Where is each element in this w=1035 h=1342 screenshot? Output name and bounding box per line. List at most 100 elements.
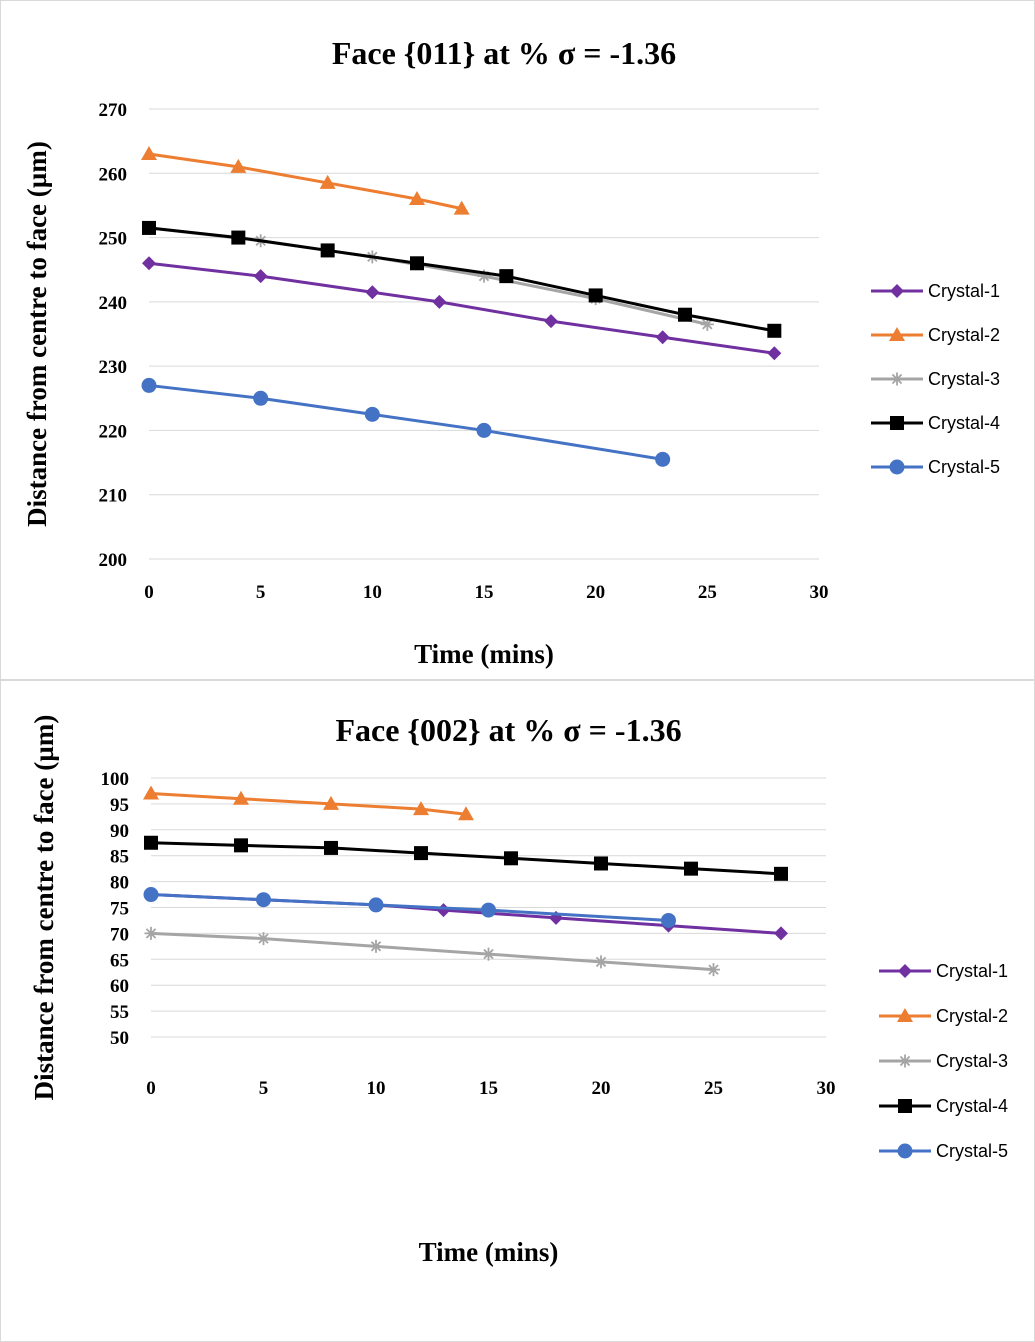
legend-label: Crystal-2 [936, 1006, 1008, 1026]
y-tick-label: 90 [110, 821, 129, 842]
y-tick-label: 80 [110, 873, 129, 894]
data-point [436, 903, 451, 918]
data-point [414, 846, 428, 861]
data-point [476, 422, 492, 438]
data-point [588, 288, 603, 303]
chart-title: Face {002} at % σ = -1.36 [335, 712, 681, 748]
y-tick-label: 240 [99, 293, 128, 314]
data-point [141, 377, 157, 393]
chart-face-002: Face {002} at % σ = -1.36505560657075808… [29, 712, 1008, 1267]
data-point [684, 861, 698, 876]
chart-panel-face-002: Face {002} at % σ = -1.36 50 55 60 65 70 75 80 8… [0, 680, 1035, 1342]
series-line [150, 931, 714, 972]
data-point [141, 146, 157, 160]
x-axis-title: Time (mins) [414, 639, 554, 669]
y-tick-label: 55 [110, 1002, 129, 1023]
x-tick-label: 5 [256, 582, 266, 603]
legend-entry: Crystal-1 [871, 281, 1000, 301]
data-point [432, 294, 447, 309]
data-point [767, 323, 782, 338]
data-point [594, 955, 608, 969]
data-point [230, 158, 247, 173]
legend-entry: Crystal-4 [879, 1096, 1008, 1116]
legend-label: Crystal-1 [928, 281, 1000, 301]
x-tick-label: 10 [367, 1078, 386, 1099]
data-point [413, 801, 429, 816]
legend-entry: Crystal-1 [879, 961, 1008, 981]
data-point [144, 835, 158, 850]
data-point [368, 897, 384, 913]
data-point [365, 285, 380, 300]
data-point [233, 790, 249, 805]
y-tick-label: 65 [110, 950, 129, 971]
y-tick-label: 100 [101, 769, 130, 790]
data-point [253, 390, 269, 406]
legend-entry: Crystal-5 [871, 457, 1000, 477]
data-point [774, 866, 788, 881]
legend-entry: Crystal-3 [879, 1051, 1008, 1071]
legend-label: Crystal-4 [936, 1096, 1008, 1116]
legend-entry: Crystal-4 [871, 413, 1000, 433]
x-tick-label: 20 [592, 1078, 611, 1099]
x-tick-label: 15 [479, 1078, 498, 1099]
data-point [482, 947, 495, 961]
series-crystal-2 [141, 146, 470, 215]
x-axis-title: Time (mins) [419, 1237, 559, 1267]
legend-label: Crystal-5 [928, 457, 1000, 477]
data-point [231, 230, 246, 245]
series-line [148, 383, 663, 461]
x-tick-label: 25 [704, 1078, 723, 1099]
data-point [453, 200, 470, 215]
data-point [481, 902, 496, 918]
data-point [594, 856, 608, 871]
data-point [369, 939, 383, 953]
legend-entry: Crystal-3 [871, 369, 1000, 389]
data-point [655, 330, 670, 345]
x-tick-label: 10 [363, 582, 382, 603]
data-point [320, 243, 335, 258]
data-point [409, 191, 425, 205]
data-point [142, 220, 156, 235]
data-point [143, 887, 159, 903]
data-point [774, 926, 788, 941]
x-tick-label: 30 [817, 1078, 836, 1099]
legend-entry: Crystal-2 [871, 325, 1000, 345]
legend-label: Crystal-2 [928, 325, 1000, 345]
legend-label: Crystal-5 [936, 1141, 1008, 1161]
data-point [700, 317, 714, 331]
series-line [148, 226, 775, 333]
legend-entry: Crystal-5 [879, 1141, 1008, 1161]
data-point [458, 806, 474, 821]
legend-marker [898, 1054, 912, 1068]
chart-panel-face-011: Face {011} at % σ = -1.36 200 210 220 230 240… [0, 0, 1035, 680]
legend-label: Crystal-3 [928, 369, 1000, 389]
y-tick-label: 260 [99, 164, 128, 185]
x-tick-label: 25 [698, 582, 717, 603]
series-crystal-4 [144, 835, 788, 881]
y-tick-label: 270 [99, 100, 128, 121]
series-crystal-5 [141, 377, 671, 467]
y-tick-label: 60 [110, 976, 129, 997]
data-point [410, 256, 424, 271]
y-axis-title: Distance from centre to face (µm) [29, 715, 59, 1101]
legend-marker [889, 459, 905, 475]
y-axis-title: Distance from centre to face (µm) [22, 141, 52, 527]
data-point [499, 269, 514, 284]
legend-marker [898, 1099, 912, 1113]
x-tick-label: 20 [586, 582, 605, 603]
x-tick-label: 0 [144, 582, 154, 603]
data-point [707, 963, 720, 977]
y-tick-label: 95 [110, 795, 129, 816]
legend-label: Crystal-1 [936, 961, 1008, 981]
data-point [324, 840, 338, 855]
data-point [256, 892, 271, 908]
data-point [234, 838, 248, 853]
data-point [323, 795, 339, 810]
chart-title: Face {011} at % σ = -1.36 [332, 35, 676, 71]
x-tick-label: 5 [259, 1078, 269, 1099]
data-point [678, 307, 692, 322]
series-crystal-1 [144, 887, 788, 941]
y-tick-label: 220 [99, 421, 128, 442]
data-point [549, 910, 563, 925]
y-tick-label: 50 [110, 1028, 129, 1049]
